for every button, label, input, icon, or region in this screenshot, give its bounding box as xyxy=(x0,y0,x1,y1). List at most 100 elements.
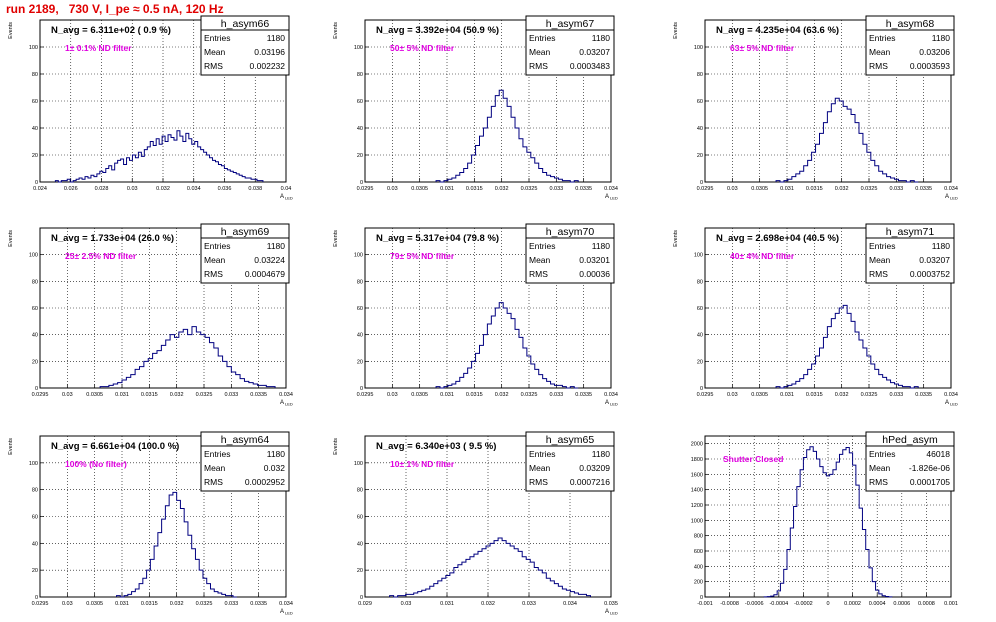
stat-label: Mean xyxy=(869,463,891,473)
y-tick-label: 0 xyxy=(35,595,38,601)
x-tick-label: 0.034 xyxy=(944,186,958,192)
x-tick-label: 0.031 xyxy=(780,186,794,192)
y-tick-label: 80 xyxy=(32,72,38,78)
y-tick-label: 0 xyxy=(360,386,363,392)
y-tick-label: 100 xyxy=(29,45,38,51)
y-tick-label: 80 xyxy=(32,279,38,285)
histogram-line xyxy=(775,97,919,183)
stat-label: RMS xyxy=(529,61,548,71)
stat-label: RMS xyxy=(869,477,888,487)
x-tick-label: 0.03 xyxy=(727,186,738,192)
stat-value: -1.826e-06 xyxy=(909,463,950,473)
stat-label: RMS xyxy=(204,61,223,71)
y-axis-title: Events xyxy=(333,438,339,455)
y-tick-label: 60 xyxy=(357,306,363,312)
histogram-name: h_asym69 xyxy=(221,226,270,238)
x-tick-label: 0.0006 xyxy=(893,601,910,607)
y-tick-label: 1200 xyxy=(691,503,703,509)
x-tick-label: 0.034 xyxy=(279,601,293,607)
stat-label: Entries xyxy=(204,33,230,43)
y-tick-label: 60 xyxy=(357,515,363,521)
stat-value: 0.0003752 xyxy=(910,269,950,279)
stat-value: 1180 xyxy=(267,33,286,43)
stat-label: Mean xyxy=(869,255,891,265)
y-tick-label: 60 xyxy=(697,99,703,105)
histogram-name: h_asym65 xyxy=(546,434,595,446)
y-tick-label: 0 xyxy=(360,595,363,601)
y-tick-label: 100 xyxy=(29,461,38,467)
stat-value: 0.0001705 xyxy=(910,477,950,487)
y-tick-label: 100 xyxy=(354,253,363,259)
x-tick-label: 0.0325 xyxy=(521,392,538,398)
x-tick-label: 0.033 xyxy=(224,392,238,398)
stat-value: 1180 xyxy=(592,33,611,43)
x-tick-label: 0.033 xyxy=(889,186,903,192)
x-tick-label: -0.0002 xyxy=(794,601,813,607)
y-tick-label: 0 xyxy=(700,180,703,186)
y-tick-label: 80 xyxy=(697,72,703,78)
y-tick-label: 80 xyxy=(697,279,703,285)
histogram-name: h_asym71 xyxy=(886,226,935,238)
x-tick-label: 0.03 xyxy=(62,392,73,398)
histogram-line xyxy=(389,537,591,598)
stat-label: Entries xyxy=(204,241,230,251)
y-tick-label: 800 xyxy=(694,534,703,540)
x-axis-title: ALED xyxy=(605,609,618,616)
filter-note: 40± 4% ND filter xyxy=(730,251,795,261)
panel-h_asym65: 0.029 0.03 0.031 0.032 0.033 0.034 0.035 0 20 40 6… xyxy=(333,431,618,616)
y-tick-label: 20 xyxy=(697,359,703,365)
x-tick-label: 0.031 xyxy=(440,392,454,398)
x-tick-label: 0.001 xyxy=(944,601,958,607)
stat-label: RMS xyxy=(869,61,888,71)
x-tick-label: 0.0305 xyxy=(411,186,428,192)
x-tick-label: 0.0295 xyxy=(32,601,49,607)
y-tick-label: 100 xyxy=(354,461,363,467)
x-tick-label: 0.032 xyxy=(481,601,495,607)
stats-box xyxy=(200,431,290,492)
histogram-line xyxy=(435,302,579,389)
filter-note: 100% (No filter) xyxy=(65,459,127,469)
stat-label: Mean xyxy=(529,255,551,265)
navg-label: N_avg = 5.317e+04 (79.8 %) xyxy=(376,233,499,244)
x-axis-title: ALED xyxy=(280,609,293,616)
histogram-line xyxy=(763,446,893,598)
x-tick-label: 0.0335 xyxy=(250,601,267,607)
stat-value: 0.00036 xyxy=(579,269,610,279)
y-tick-label: 40 xyxy=(32,333,38,339)
stats-box xyxy=(200,15,290,76)
navg-label: N_avg = 3.392e+04 (50.9 %) xyxy=(376,25,499,36)
y-tick-label: 0 xyxy=(700,595,703,601)
stat-label: Entries xyxy=(869,241,895,251)
x-tick-label: 0.0335 xyxy=(915,392,932,398)
x-tick-label: 0.03 xyxy=(62,601,73,607)
x-tick-label: 0.0325 xyxy=(196,601,213,607)
stats-box xyxy=(200,223,290,284)
stat-value: 0.0007216 xyxy=(570,477,610,487)
x-tick-label: 0.0008 xyxy=(918,601,935,607)
y-tick-label: 40 xyxy=(697,333,703,339)
x-axis-title: ALED xyxy=(945,400,958,407)
histogram-line xyxy=(435,89,579,183)
x-tick-label: 0.028 xyxy=(95,186,109,192)
stat-label: Mean xyxy=(529,463,551,473)
x-tick-label: 0.036 xyxy=(218,186,232,192)
histogram-line xyxy=(116,491,237,598)
x-tick-label: 0.026 xyxy=(64,186,78,192)
histogram-name: h_asym67 xyxy=(546,18,595,30)
histogram-name: h_asym70 xyxy=(546,226,595,238)
x-tick-label: 0.033 xyxy=(889,392,903,398)
y-tick-label: 40 xyxy=(357,126,363,132)
stat-value: 0.03207 xyxy=(919,255,950,265)
x-tick-label: 0.034 xyxy=(604,392,618,398)
x-tick-label: -0.001 xyxy=(697,601,713,607)
x-tick-label: 0.0295 xyxy=(357,392,374,398)
histogram-line xyxy=(54,130,264,183)
panel-h_asym66: 0.024 0.026 0.028 0.03 0.032 0.034 0.036 0.038 0… xyxy=(8,15,293,201)
x-tick-label: 0.0295 xyxy=(357,186,374,192)
x-tick-label: 0.0325 xyxy=(521,186,538,192)
x-tick-label: 0.0315 xyxy=(806,392,823,398)
histogram-name: h_asym64 xyxy=(221,434,270,446)
x-tick-label: 0.031 xyxy=(440,601,454,607)
x-tick-label: 0.031 xyxy=(115,601,129,607)
